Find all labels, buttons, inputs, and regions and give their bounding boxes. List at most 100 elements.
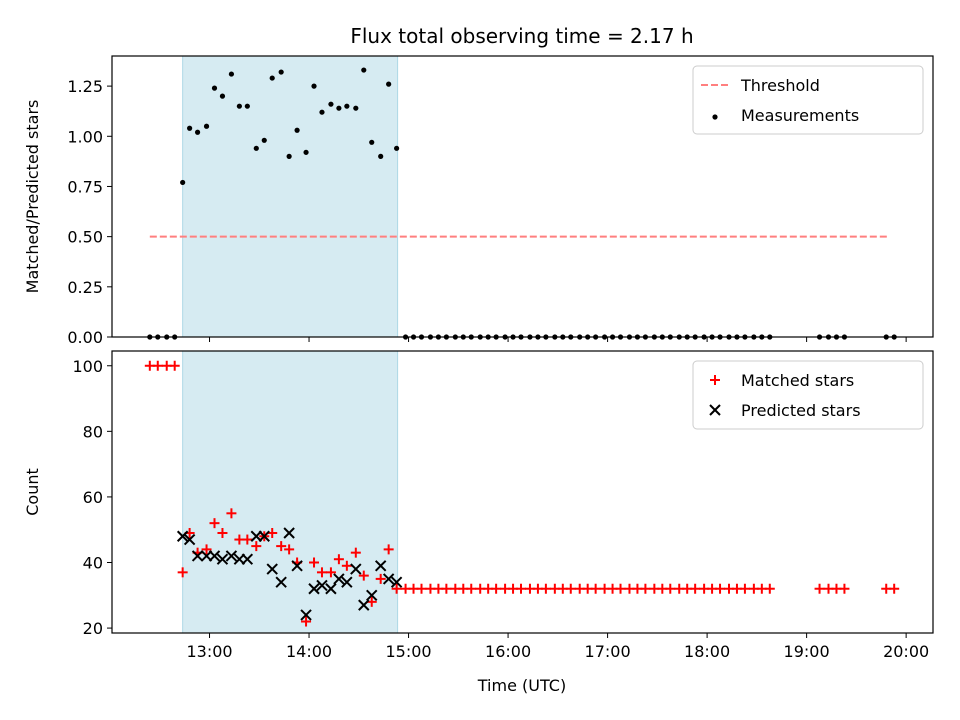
matched-star-point (177, 567, 188, 578)
x-tick-label: 15:00 (386, 642, 432, 661)
matched-star-point (276, 541, 287, 552)
measurement-point (219, 93, 226, 99)
legend-label: Measurements (741, 106, 859, 125)
matched-star-point (391, 583, 402, 594)
y-tick-label: 0.00 (67, 328, 103, 347)
matched-star-point (590, 583, 601, 594)
predicted-star-point (216, 553, 229, 565)
matched-star-point (201, 544, 212, 555)
measurement-point (286, 153, 292, 159)
count-panel: 20 40 60 80 100 13:00 14:00 15:00 16:00 17:00 18:0… (23, 350, 934, 661)
y-tick-label: 100 (72, 357, 103, 376)
measurement-point (187, 125, 193, 131)
predicted-star-point (241, 553, 254, 565)
cross-b (382, 573, 395, 585)
measurement-point (236, 103, 242, 109)
measurement-point (344, 103, 350, 109)
measurement-point (194, 129, 201, 135)
predicted-star-point (258, 530, 270, 542)
measurement-point (353, 105, 359, 111)
measurement-point (386, 81, 392, 87)
cross-b (191, 550, 204, 562)
matched-star-point (341, 560, 352, 571)
predicted-star-point (176, 530, 189, 542)
y-tick-label: 1.00 (67, 127, 103, 146)
predicted-star-point (316, 579, 328, 592)
measurement-point (261, 137, 267, 143)
measurement-point (319, 109, 325, 115)
plot-frame (111, 350, 934, 634)
predicted-star-point (350, 563, 362, 575)
x-axis-label: Time (UTC) (477, 676, 566, 695)
measurement-point (328, 101, 334, 107)
x-tick-label: 18:00 (684, 642, 730, 661)
measurement-point (361, 67, 367, 73)
x-tick-label: 16:00 (485, 642, 531, 661)
cross-b (266, 563, 278, 575)
series-matched-stars (144, 360, 900, 627)
predicted-star-point (283, 527, 295, 539)
matched-star-point (516, 583, 527, 594)
cross-b (291, 560, 303, 572)
measurement-point (269, 75, 275, 81)
cross-b (390, 576, 403, 588)
cross-b (183, 533, 196, 546)
predicted-star-point (208, 550, 221, 562)
measurement-point (336, 105, 342, 111)
y-tick-label: 40 (83, 554, 103, 573)
predicted-star-point (191, 550, 204, 562)
predicted-star-point (390, 576, 403, 588)
series-predicted-stars (176, 527, 403, 621)
predicted-star-point (382, 573, 395, 585)
matched-star-point (565, 583, 576, 594)
matched-star-point (739, 583, 750, 594)
matched-star-point (333, 554, 344, 565)
cross-b (308, 583, 320, 595)
predicted-star-point (366, 589, 378, 601)
matched-star-point (491, 583, 502, 594)
x-tick-label: 19:00 (784, 642, 830, 661)
measurement-point (203, 123, 210, 129)
y-tick-label: 20 (83, 619, 103, 638)
matched-star-point (169, 360, 180, 371)
matched-star-point (375, 573, 386, 584)
predicted-star-point (333, 573, 345, 585)
cross-b (358, 599, 370, 611)
measurement-point (294, 127, 300, 133)
cross-b (341, 576, 353, 588)
y-tick-label: 60 (83, 488, 103, 507)
plot-frame (111, 55, 934, 338)
y-tick-label: 0.50 (67, 228, 103, 247)
cross-b (176, 530, 189, 542)
predicted-star-point (225, 550, 238, 562)
legend-measurement-swatch (712, 114, 718, 120)
cross-b (333, 573, 345, 585)
cross-b (374, 560, 387, 572)
x-tick-label: 14:00 (286, 642, 332, 661)
cross-b (275, 576, 287, 588)
x-tick-label: 20:00 (883, 642, 929, 661)
measurement-point (369, 139, 375, 145)
predicted-star-point (325, 583, 337, 595)
matched-star-point (764, 583, 775, 594)
predicted-star-point (300, 609, 312, 621)
measurement-point (244, 103, 250, 109)
observing-window-span (182, 350, 399, 634)
matched-star-point (690, 583, 701, 594)
predicted-star-point (275, 576, 287, 588)
cross-b (225, 550, 238, 562)
y-tick-label: 1.25 (67, 77, 103, 96)
matched-star-point (640, 583, 651, 594)
measurement-point (378, 153, 384, 159)
matched-star-point (839, 583, 850, 594)
cross-b (366, 589, 378, 601)
measurement-point (311, 83, 317, 89)
matched-star-point (209, 518, 220, 529)
measurement-point (394, 145, 400, 151)
matched-star-point (540, 583, 551, 594)
measurement-point (180, 179, 186, 186)
matched-star-point (284, 544, 295, 555)
predicted-star-point (308, 583, 320, 595)
matched-star-point (383, 544, 394, 555)
